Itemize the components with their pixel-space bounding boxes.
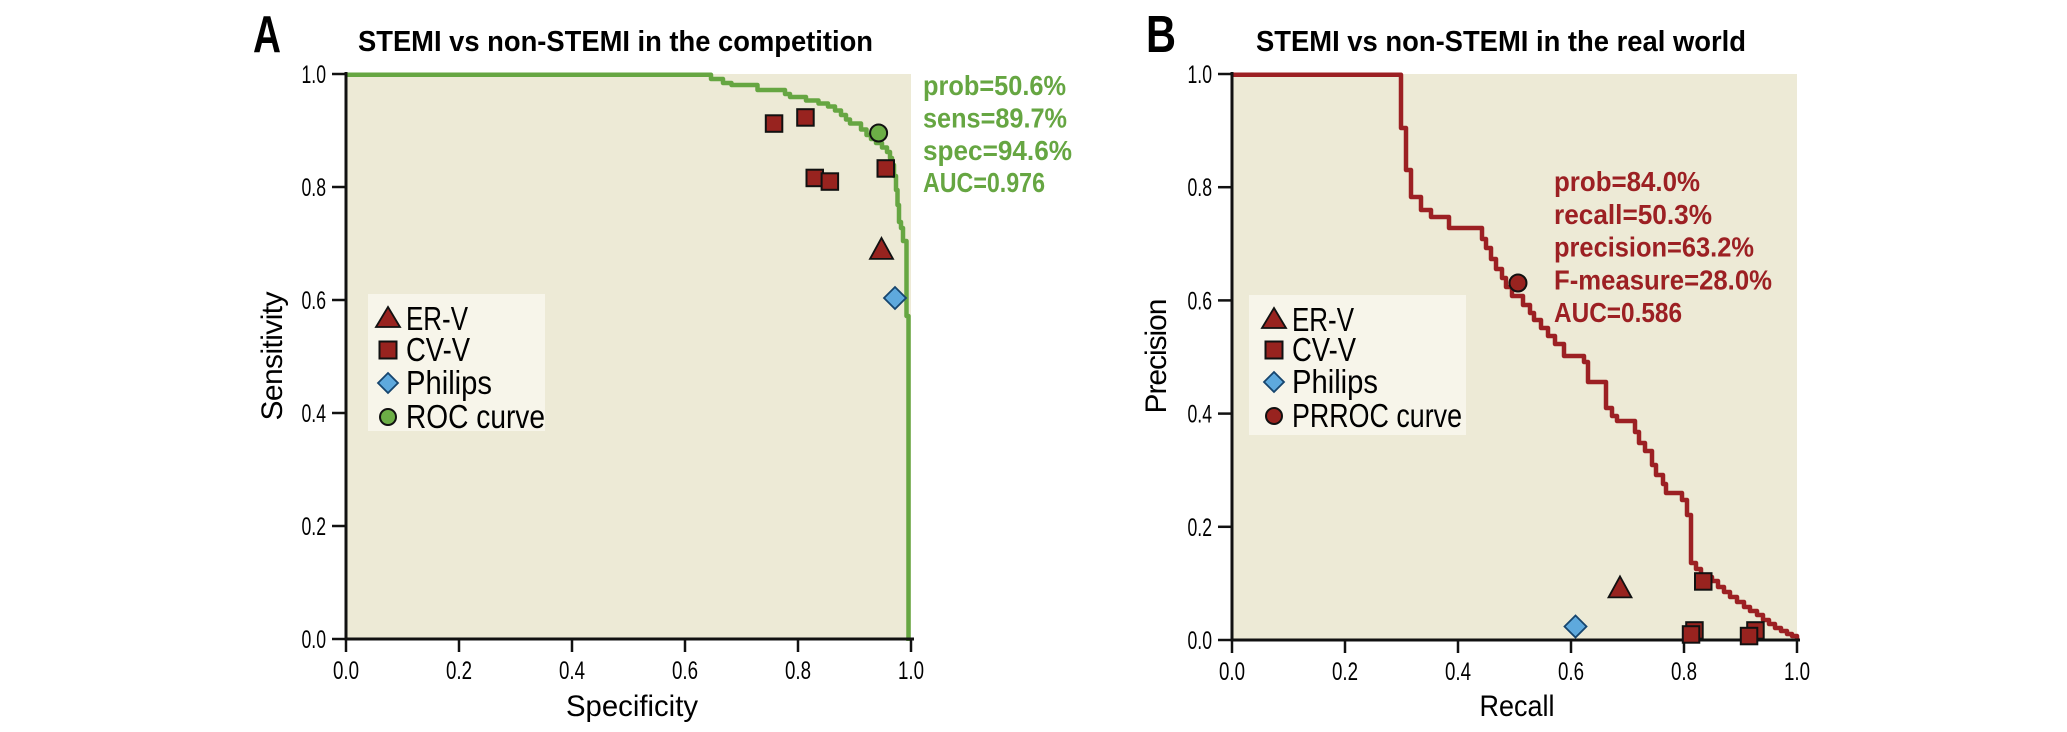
svg-text:CV-V: CV-V [1292, 331, 1356, 368]
svg-text:precision=63.2%: precision=63.2% [1554, 232, 1754, 263]
svg-text:ROC curve: ROC curve [406, 398, 545, 435]
svg-text:0.8: 0.8 [1188, 174, 1213, 202]
svg-text:0.4: 0.4 [302, 400, 327, 428]
svg-text:0.6: 0.6 [672, 657, 698, 685]
svg-text:1.0: 1.0 [898, 657, 924, 685]
svg-text:1.0: 1.0 [1784, 658, 1810, 686]
svg-text:AUC=0.976: AUC=0.976 [923, 167, 1045, 198]
svg-text:0.6: 0.6 [302, 287, 327, 315]
svg-text:0.2: 0.2 [302, 513, 327, 541]
svg-text:0.8: 0.8 [1671, 658, 1697, 686]
svg-text:prob=50.6%: prob=50.6% [923, 70, 1066, 101]
svg-text:Specificity: Specificity [566, 690, 698, 723]
svg-text:1.0: 1.0 [302, 61, 327, 89]
svg-text:AUC=0.586: AUC=0.586 [1554, 297, 1682, 328]
svg-text:Precision: Precision [1140, 299, 1173, 414]
svg-text:0.0: 0.0 [1188, 627, 1213, 655]
svg-text:STEMI vs non-STEMI in the real: STEMI vs non-STEMI in the real world [1256, 26, 1746, 58]
svg-text:CV-V: CV-V [406, 331, 470, 368]
svg-text:0.0: 0.0 [333, 657, 359, 685]
svg-text:0.2: 0.2 [1188, 514, 1213, 542]
svg-text:spec=94.6%: spec=94.6% [923, 135, 1072, 166]
svg-text:0.4: 0.4 [559, 657, 585, 685]
svg-text:PRROC curve: PRROC curve [1292, 397, 1462, 434]
svg-text:0.8: 0.8 [302, 174, 327, 202]
svg-text:sens=89.7%: sens=89.7% [923, 102, 1067, 133]
svg-text:0.0: 0.0 [302, 626, 327, 654]
svg-text:0.2: 0.2 [1332, 658, 1358, 686]
svg-text:0.6: 0.6 [1188, 287, 1213, 315]
svg-text:ER-V: ER-V [1292, 301, 1354, 338]
svg-text:Philips: Philips [406, 364, 492, 401]
svg-text:Philips: Philips [1292, 363, 1378, 400]
svg-text:1.0: 1.0 [1188, 61, 1213, 89]
svg-text:0.2: 0.2 [446, 657, 472, 685]
svg-text:0.4: 0.4 [1445, 658, 1471, 686]
svg-text:Sensitivity: Sensitivity [256, 292, 289, 421]
svg-text:ER-V: ER-V [406, 300, 468, 337]
svg-text:0.4: 0.4 [1188, 401, 1213, 429]
svg-text:0.6: 0.6 [1558, 658, 1584, 686]
svg-text:0.8: 0.8 [785, 657, 811, 685]
svg-text:F-measure=28.0%: F-measure=28.0% [1554, 264, 1772, 295]
svg-text:B: B [1146, 6, 1176, 64]
svg-text:STEMI vs non-STEMI in the comp: STEMI vs non-STEMI in the competition [358, 26, 873, 58]
svg-text:0.0: 0.0 [1219, 658, 1245, 686]
svg-text:recall=50.3%: recall=50.3% [1554, 199, 1712, 230]
svg-text:A: A [253, 6, 281, 64]
svg-text:Recall: Recall [1480, 690, 1555, 723]
svg-text:prob=84.0%: prob=84.0% [1554, 166, 1700, 197]
